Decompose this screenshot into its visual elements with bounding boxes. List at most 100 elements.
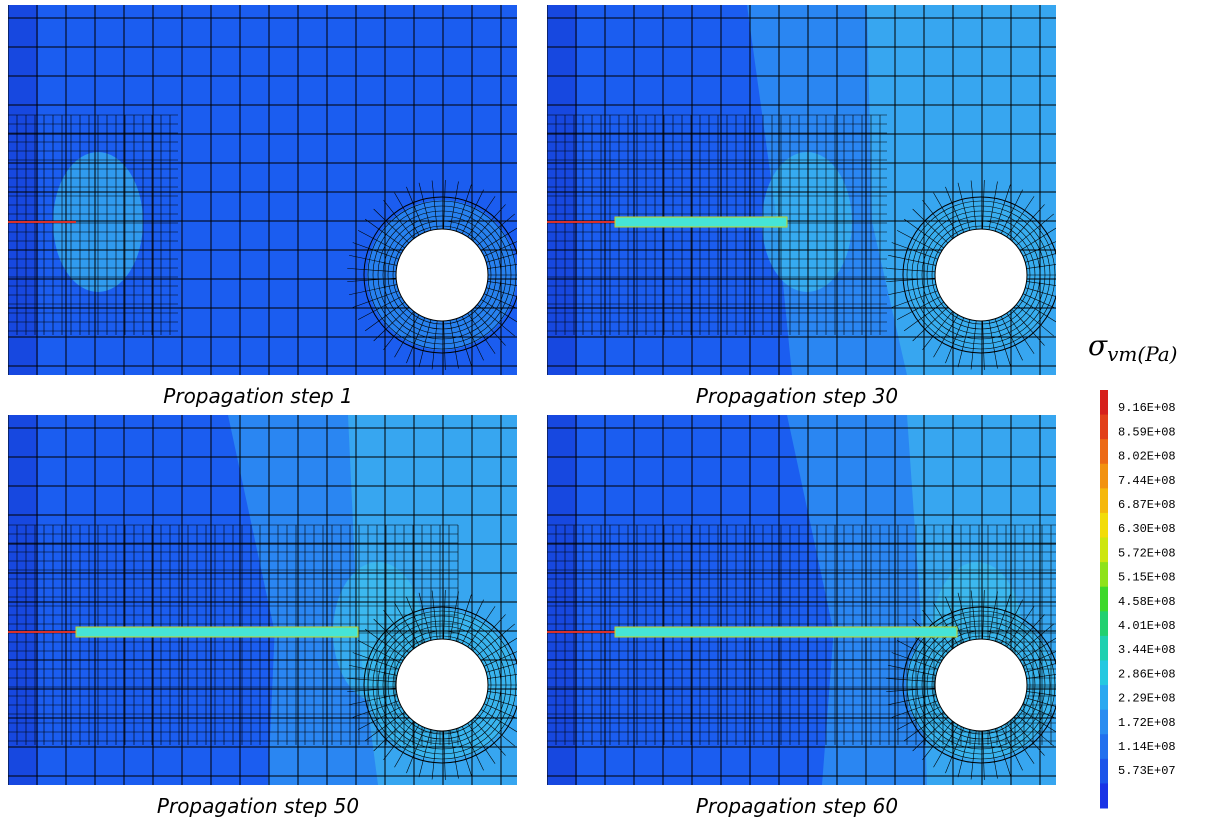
mesh-line	[418, 319, 432, 368]
colorbar-segment	[1100, 758, 1108, 784]
mesh-line	[373, 208, 410, 244]
caption: Propagation step 30	[696, 384, 898, 408]
mesh-line	[1011, 204, 1045, 242]
mesh-line	[443, 590, 446, 640]
mesh-panel	[547, 415, 1056, 785]
mesh-panel	[547, 5, 1056, 375]
mesh-line	[903, 711, 944, 742]
mesh-line	[970, 590, 977, 640]
mesh-line	[1006, 606, 1035, 648]
left-band	[547, 415, 577, 785]
mesh-line	[486, 663, 517, 673]
mesh-line	[431, 180, 438, 230]
mesh-line	[912, 716, 949, 752]
colorbar-tick-label: 2.86E+08	[1118, 667, 1176, 681]
mesh-line	[933, 314, 959, 358]
ring-fill	[902, 196, 1056, 354]
mesh-line	[383, 721, 414, 761]
mesh-line	[970, 180, 977, 230]
mesh-line	[945, 317, 965, 364]
mesh-line	[418, 729, 432, 778]
mesh-line	[988, 181, 998, 230]
colorbar-tick-label: 3.44E+08	[1118, 643, 1176, 657]
mesh-line	[364, 301, 405, 332]
mesh-line	[394, 314, 420, 358]
mesh-line	[431, 730, 438, 780]
mesh-line	[945, 596, 965, 643]
mesh-line	[467, 722, 496, 764]
mesh-line	[1019, 637, 1056, 661]
colorbar-segment	[1100, 586, 1108, 612]
mesh-line	[480, 709, 517, 733]
mesh-line	[483, 651, 517, 667]
mesh-line	[467, 196, 496, 238]
mesh-line	[480, 299, 517, 323]
mesh-line	[349, 284, 398, 296]
mesh-line	[477, 714, 515, 747]
mesh-line	[1016, 304, 1054, 337]
hole	[934, 638, 1028, 732]
mesh-line	[1022, 241, 1056, 257]
colorbar-tick-label: 8.59E+08	[1118, 425, 1176, 439]
mesh-line	[988, 591, 998, 640]
mesh-line	[896, 706, 941, 730]
mesh-line	[487, 281, 517, 286]
mesh-line	[922, 199, 953, 239]
mesh-line	[472, 204, 506, 242]
mesh-line	[349, 254, 398, 266]
mesh-line	[449, 730, 459, 779]
mesh-line	[912, 208, 949, 244]
mesh-line	[1022, 703, 1056, 719]
mesh-line	[487, 674, 517, 679]
mesh-line	[1019, 709, 1056, 733]
crack	[614, 216, 788, 228]
colorbar-segment	[1100, 463, 1108, 489]
colorbar-segment	[1100, 512, 1108, 539]
mesh-line	[1025, 697, 1056, 707]
mesh-line	[1011, 308, 1045, 346]
mesh-line	[888, 284, 937, 296]
colorbar-tick-label: 6.87E+08	[1118, 498, 1176, 512]
mesh-line	[357, 296, 402, 320]
colorbar-tick-label: 5.73E+07	[1118, 764, 1176, 778]
mesh-line	[982, 590, 985, 640]
mesh-line	[461, 189, 484, 234]
colorbar-tick-label: 9.16E+08	[1118, 401, 1176, 415]
mesh-line	[364, 628, 405, 659]
mesh-line	[1026, 691, 1056, 696]
mesh-line	[449, 320, 459, 369]
mesh-panel	[8, 415, 517, 785]
mesh-line	[455, 184, 472, 232]
colorbar-segment	[1100, 488, 1108, 514]
mesh-line	[888, 254, 937, 266]
mesh-line	[1011, 718, 1045, 756]
mesh-line	[373, 618, 410, 654]
mesh-line	[394, 724, 420, 768]
hole	[395, 638, 489, 732]
colorbar-label: σvm(Pa)	[1088, 329, 1177, 366]
colorbar-segment	[1100, 635, 1108, 661]
colorbar-segment	[1100, 734, 1108, 760]
mesh-line	[347, 277, 397, 282]
mesh-line	[1016, 714, 1054, 747]
mesh-line	[945, 186, 965, 233]
mesh-line	[886, 687, 936, 692]
mesh-line	[352, 652, 399, 670]
mesh-line	[994, 728, 1011, 776]
mesh	[547, 415, 1056, 785]
mesh-line	[922, 311, 953, 351]
mesh-line	[1000, 189, 1023, 234]
mesh-line	[364, 218, 405, 249]
mesh-line	[352, 700, 399, 718]
mesh-line	[945, 727, 965, 774]
mesh-line	[886, 678, 936, 683]
mesh-line	[888, 664, 937, 676]
mesh-line	[896, 296, 941, 320]
mesh-line	[888, 694, 937, 706]
mesh-line	[891, 700, 938, 718]
mesh-line	[1026, 674, 1056, 679]
mesh-line	[394, 602, 420, 646]
mesh-line	[477, 623, 515, 656]
mesh-line	[373, 716, 410, 752]
mesh-line	[449, 181, 459, 230]
